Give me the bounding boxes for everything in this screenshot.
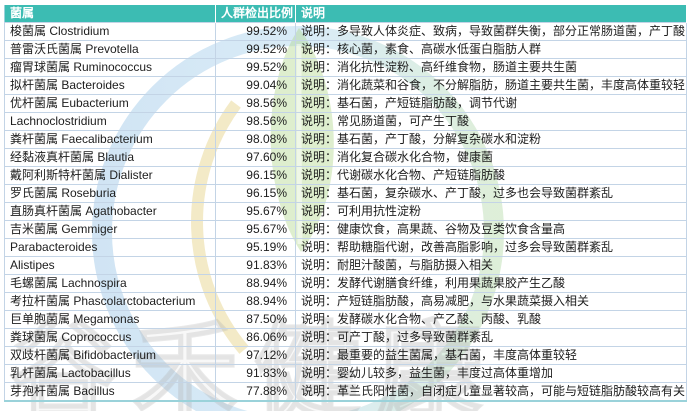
description-cell: 说明：发酵代谢膳食纤维，利用果蔬果胶产生乙酸 [295,274,687,293]
description-cell: 说明：耐胆汁酸菌，与脂肪摄入相关 [295,256,687,275]
table-row: 毛螺菌属 Lachnospira 88.94% 说明：发酵代谢膳食纤维，利用果蔬… [4,274,687,293]
table-row: 罗氏菌属 Roseburia 96.15% 说明：基石菌，复杂碳水、产丁酸，过多… [4,184,687,203]
table-row: 拟杆菌属 Bacteroides 99.04% 说明：消化蔬菜和谷食，不分解脂肪… [4,76,687,95]
table-row: 戴阿利斯特杆菌属 Dialister 96.15% 说明：代谢碳水化合物、产短链… [4,166,687,185]
table-row: 双歧杆菌属 Bifidobacterium 97.12% 说明：最重要的益生菌属… [4,346,687,365]
table-row: Alistipes 91.83% 说明：耐胆汁酸菌，与脂肪摄入相关 [4,256,687,275]
table-row: 经黏液真杆菌属 Blautia 97.60% 说明：消化复合碳水化合物，健康菌 [4,148,687,167]
genus-cell: 经黏液真杆菌属 Blautia [4,148,216,167]
table-row: Lachnoclostridium 98.56% 说明：常见肠道菌，可产生丁酸 [4,112,687,131]
header-row: 菌属 人群检出比例 说明 [4,5,687,23]
description-cell: 说明：革兰氏阳性菌，自闭症儿童显著较高，可能与短链脂肪酸较高有关 [295,382,687,402]
description-cell: 说明：产短链脂肪酸，高易减肥，与水果蔬菜摄入相关 [295,292,687,311]
detection-ratio-cell: 88.94% [215,274,296,293]
description-cell: 说明：基石菌，产丁酸，分解复杂碳水和淀粉 [295,130,687,149]
table-row: 乳杆菌属 Lactobacillus 91.83% 说明：婴幼儿较多，益生菌，丰… [4,364,687,383]
detection-ratio-cell: 77.88% [215,382,296,402]
description-cell: 说明：代谢碳水化合物、产短链脂肪酸 [295,166,687,185]
detection-ratio-cell: 99.52% [215,22,296,41]
detection-ratio-cell: 86.06% [215,328,296,347]
table-row: 考拉杆菌属 Phascolarctobacterium 88.94% 说明：产短… [4,292,687,311]
detection-ratio-cell: 97.12% [215,346,296,365]
table-row: Parabacteroides 95.19% 说明：帮助糖脂代谢，改善高脂影响，… [4,238,687,257]
genus-cell: 考拉杆菌属 Phascolarctobacterium [4,292,216,311]
description-cell: 说明：消化抗性淀粉、高纤维食物，肠道主要共生菌 [295,58,687,77]
genus-cell: 瘤胃球菌属 Ruminococcus [4,58,216,77]
detection-ratio-cell: 91.83% [215,364,296,383]
detection-ratio-cell: 99.04% [215,76,296,95]
genus-cell: 粪杆菌属 Faecalibacterium [4,130,216,149]
description-cell: 说明：帮助糖脂代谢，改善高脂影响，过多会导致菌群紊乱 [295,238,687,257]
detection-ratio-cell: 96.15% [215,184,296,203]
table-row: 梭菌属 Clostridium 99.52% 说明：多导致人体炎症、致病，导致菌… [4,22,687,41]
genus-cell: 普雷沃氏菌属 Prevotella [4,40,216,59]
table-header: 菌属 人群检出比例 说明 [4,5,687,23]
genus-cell: 粪球菌属 Coprococcus [4,328,216,347]
detection-ratio-cell: 95.19% [215,238,296,257]
detection-ratio-cell: 98.08% [215,130,296,149]
genus-cell: 乳杆菌属 Lactobacillus [4,364,216,383]
description-cell: 说明：可产丁酸，过多导致菌群紊乱 [295,328,687,347]
col-header-description: 说明 [295,5,687,23]
col-header-detection-ratio: 人群检出比例 [215,5,296,23]
table-row: 普雷沃氏菌属 Prevotella 99.52% 说明：核心菌，素食、高碳水低蛋… [4,40,687,59]
detection-ratio-cell: 98.56% [215,94,296,113]
table-row: 优杆菌属 Eubacterium 98.56% 说明：基石菌，产短链脂肪酸，调节… [4,94,687,113]
detection-ratio-cell: 96.15% [215,166,296,185]
genus-cell: Alistipes [4,256,216,275]
table-row: 芽孢杆菌属 Bacillus 77.88% 说明：革兰氏阳性菌，自闭症儿童显著较… [4,382,687,402]
detection-ratio-cell: 98.56% [215,112,296,131]
description-cell: 说明：发酵碳水化合物、产乙酸、丙酸、乳酸 [295,310,687,329]
description-cell: 说明：多导致人体炎症、致病，导致菌群失衡，部分正常肠道菌，产丁酸 [295,22,687,41]
table-row: 瘤胃球菌属 Ruminococcus 99.52% 说明：消化抗性淀粉、高纤维食… [4,58,687,77]
detection-ratio-cell: 88.94% [215,292,296,311]
table-row: 巨单胞菌属 Megamonas 87.50% 说明：发酵碳水化合物、产乙酸、丙酸… [4,310,687,329]
description-cell: 说明：婴幼儿较多，益生菌，丰度过高体重增加 [295,364,687,383]
table-row: 粪杆菌属 Faecalibacterium 98.08% 说明：基石菌，产丁酸，… [4,130,687,149]
table-row: 粪球菌属 Coprococcus 86.06% 说明：可产丁酸，过多导致菌群紊乱 [4,328,687,347]
bacteria-table: 菌属 人群检出比例 说明 梭菌属 Clostridium 99.52% 说明：多… [4,5,687,402]
table-row: 直肠真杆菌属 Agathobacter 95.67% 说明：可利用抗性淀粉 [4,202,687,221]
genus-cell: 罗氏菌属 Roseburia [4,184,216,203]
genus-cell: 巨单胞菌属 Megamonas [4,310,216,329]
genus-cell: 吉米菌属 Gemmiger [4,220,216,239]
description-cell: 说明：基石菌，产短链脂肪酸，调节代谢 [295,94,687,113]
table-row: 吉米菌属 Gemmiger 95.67% 说明：健康饮食，高果蔬、谷物及豆类饮食… [4,220,687,239]
genus-cell: 拟杆菌属 Bacteroides [4,76,216,95]
genus-cell: 梭菌属 Clostridium [4,22,216,41]
description-cell: 说明：消化复合碳水化合物，健康菌 [295,148,687,167]
genus-cell: 毛螺菌属 Lachnospira [4,274,216,293]
detection-ratio-cell: 99.52% [215,40,296,59]
table-body: 梭菌属 Clostridium 99.52% 说明：多导致人体炎症、致病，导致菌… [4,22,687,402]
detection-ratio-cell: 97.60% [215,148,296,167]
detection-ratio-cell: 87.50% [215,310,296,329]
genus-cell: 戴阿利斯特杆菌属 Dialister [4,166,216,185]
description-cell: 说明：常见肠道菌，可产生丁酸 [295,112,687,131]
detection-ratio-cell: 91.83% [215,256,296,275]
description-cell: 说明：最重要的益生菌属，基石菌，丰度高体重较轻 [295,346,687,365]
description-cell: 说明：可利用抗性淀粉 [295,202,687,221]
genus-cell: 双歧杆菌属 Bifidobacterium [4,346,216,365]
col-header-genus: 菌属 [4,5,216,23]
description-cell: 说明：消化蔬菜和谷食，不分解脂肪，肠道主要共生菌，丰度高体重较轻 [295,76,687,95]
description-cell: 说明：基石菌，复杂碳水、产丁酸，过多也会导致菌群紊乱 [295,184,687,203]
genus-cell: 直肠真杆菌属 Agathobacter [4,202,216,221]
genus-cell: 优杆菌属 Eubacterium [4,94,216,113]
detection-ratio-cell: 99.52% [215,58,296,77]
detection-ratio-cell: 95.67% [215,202,296,221]
genus-cell: Parabacteroides [4,238,216,257]
genus-cell: 芽孢杆菌属 Bacillus [4,382,216,402]
description-cell: 说明：核心菌，素食、高碳水低蛋白脂肪人群 [295,40,687,59]
genus-cell: Lachnoclostridium [4,112,216,131]
detection-ratio-cell: 95.67% [215,220,296,239]
description-cell: 说明：健康饮食，高果蔬、谷物及豆类饮食含量高 [295,220,687,239]
